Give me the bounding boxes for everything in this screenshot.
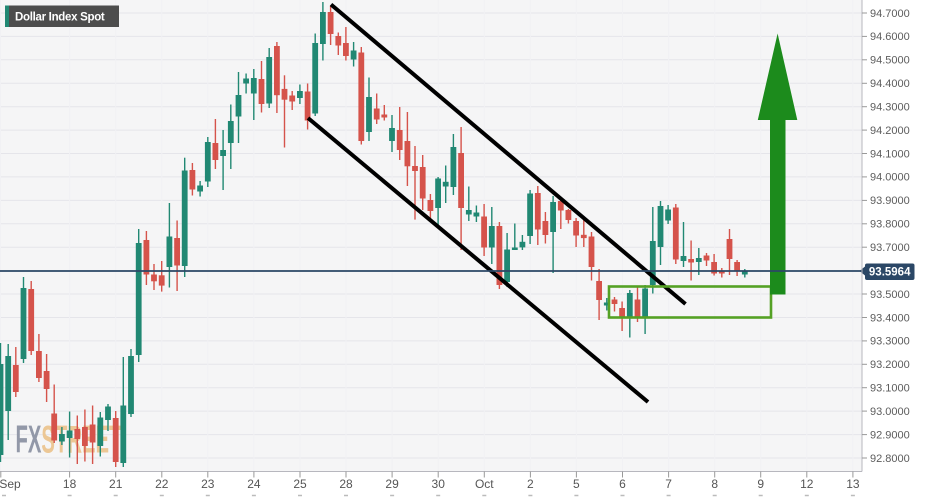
svg-text:94.2000: 94.2000 xyxy=(870,125,910,137)
svg-text:94.4000: 94.4000 xyxy=(870,78,910,90)
svg-text:93.2000: 93.2000 xyxy=(870,359,910,371)
svg-text:Dollar Index Spot: Dollar Index Spot xyxy=(15,12,105,24)
svg-text:18: 18 xyxy=(63,477,77,491)
svg-text:94.3000: 94.3000 xyxy=(870,102,910,114)
svg-text:21: 21 xyxy=(109,477,123,491)
svg-text:30: 30 xyxy=(432,477,446,491)
svg-text:Oct: Oct xyxy=(475,477,494,491)
svg-text:24: 24 xyxy=(247,477,261,491)
svg-text:94.0000: 94.0000 xyxy=(870,172,910,184)
svg-text:23: 23 xyxy=(201,477,215,491)
svg-text:94.1000: 94.1000 xyxy=(870,148,910,160)
svg-text:93.9000: 93.9000 xyxy=(870,195,910,207)
svg-text:2: 2 xyxy=(527,477,534,491)
svg-text:93.4000: 93.4000 xyxy=(870,312,910,324)
svg-text:93.8000: 93.8000 xyxy=(870,219,910,231)
svg-text:12: 12 xyxy=(800,477,814,491)
svg-text:22: 22 xyxy=(155,477,169,491)
svg-text:93.5964: 93.5964 xyxy=(869,267,911,279)
svg-text:93.5000: 93.5000 xyxy=(870,289,910,301)
svg-text:8: 8 xyxy=(711,477,718,491)
svg-text:94.7000: 94.7000 xyxy=(870,8,910,20)
svg-text:7: 7 xyxy=(665,477,672,491)
svg-text:94.6000: 94.6000 xyxy=(870,31,910,43)
svg-text:93.7000: 93.7000 xyxy=(870,242,910,254)
svg-text:29: 29 xyxy=(385,477,399,491)
svg-text:FXSTREET: FXSTREET xyxy=(16,417,122,461)
svg-text:93.3000: 93.3000 xyxy=(870,336,910,348)
svg-text:5: 5 xyxy=(573,477,580,491)
svg-text:93.1000: 93.1000 xyxy=(870,383,910,395)
svg-text:9: 9 xyxy=(757,477,764,491)
svg-text:Sep: Sep xyxy=(0,477,21,491)
svg-text:94.5000: 94.5000 xyxy=(870,55,910,67)
svg-text:92.8000: 92.8000 xyxy=(870,453,910,465)
svg-text:13: 13 xyxy=(846,477,860,491)
svg-text:25: 25 xyxy=(293,477,307,491)
svg-text:93.0000: 93.0000 xyxy=(870,406,910,418)
svg-text:92.9000: 92.9000 xyxy=(870,429,910,441)
svg-text:28: 28 xyxy=(339,477,353,491)
svg-text:6: 6 xyxy=(619,477,626,491)
